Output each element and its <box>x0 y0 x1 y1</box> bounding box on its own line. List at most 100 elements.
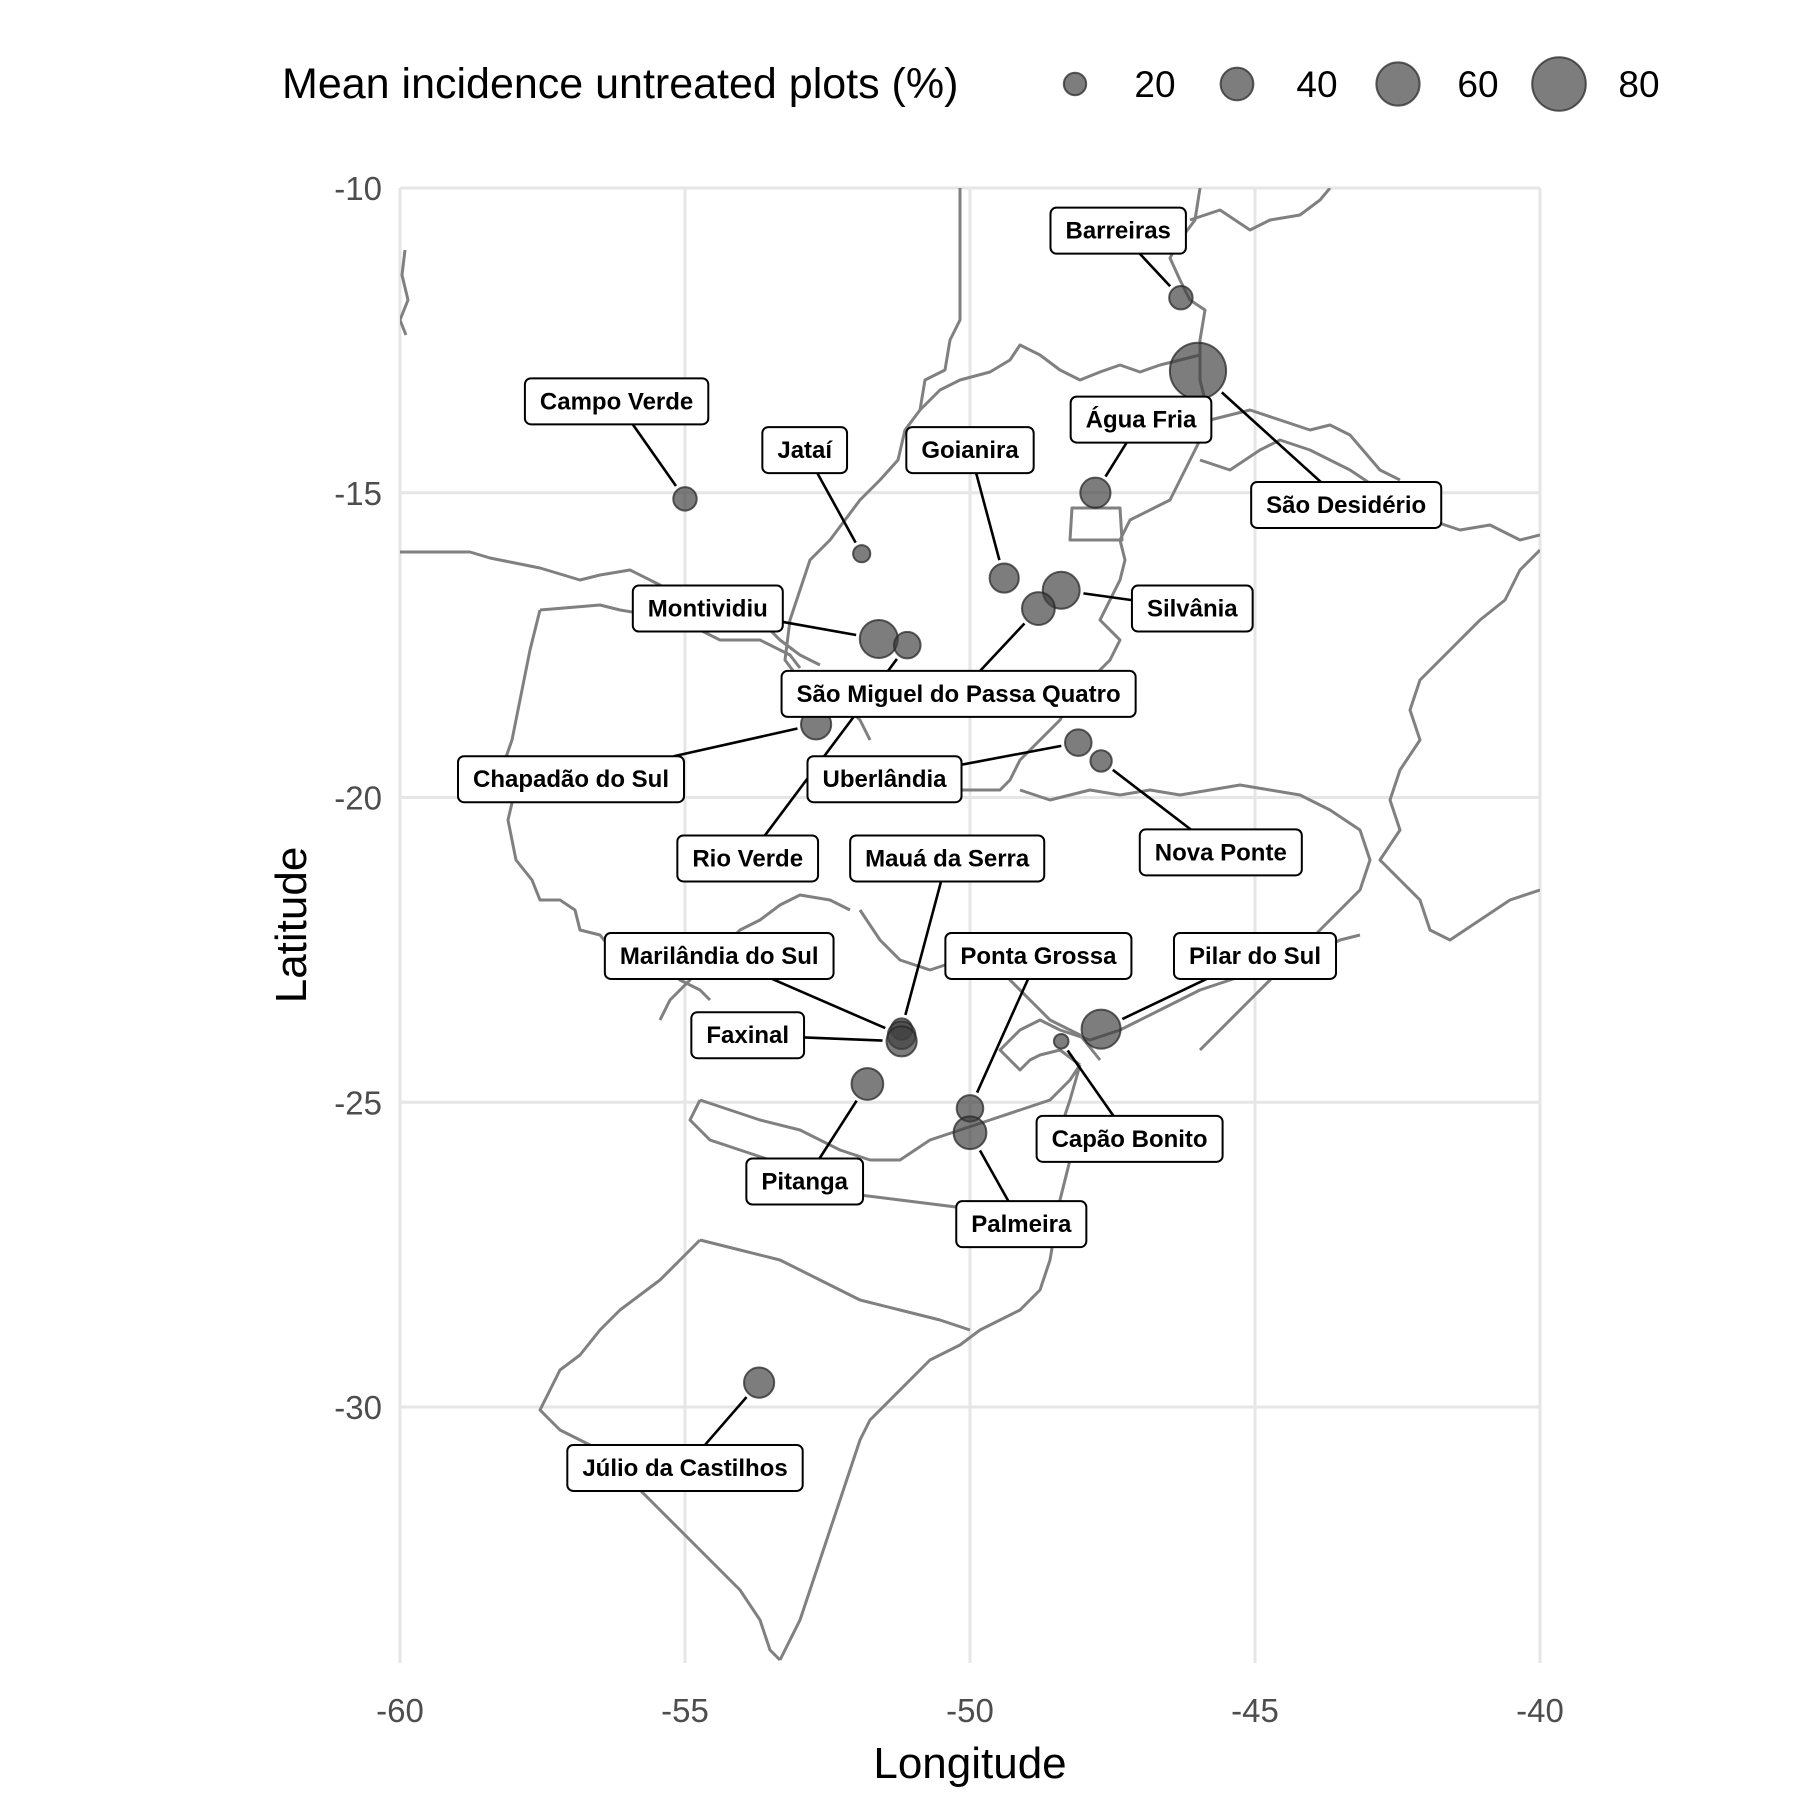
label-box <box>806 755 963 804</box>
label-box <box>849 834 1046 883</box>
border-es <box>1378 548 1540 942</box>
location-label: Silvânia <box>1083 584 1254 633</box>
location-point <box>1079 476 1112 509</box>
location-point <box>952 1115 988 1151</box>
location-name: Capão Bonito <box>1052 1126 1208 1153</box>
location-name: Rio Verde <box>692 845 803 872</box>
border-ba-se <box>1209 408 1401 482</box>
location-point <box>672 486 698 512</box>
location-label: São Miguel do Passa Quatro <box>780 622 1137 718</box>
location-label: Pitanga <box>745 1099 865 1206</box>
location-point <box>893 630 922 660</box>
label-box <box>905 426 1035 475</box>
leader-line <box>771 977 886 1030</box>
y-tick-label: -20 <box>334 780 382 817</box>
location-label: Água Fria <box>1069 395 1213 478</box>
border-sc-coast <box>778 1064 1082 1661</box>
legend-key-label: 20 <box>1134 64 1175 105</box>
location-label: Uberlândia <box>806 744 1062 804</box>
location-point <box>1021 591 1056 626</box>
location-label: Campo Verde <box>523 377 710 487</box>
legend-key-label: 80 <box>1618 64 1659 105</box>
location-point <box>850 1067 885 1101</box>
leader-line <box>816 472 857 544</box>
location-point <box>1168 284 1194 311</box>
y-tick-label: -10 <box>334 170 382 207</box>
location-labels: Barreiras São Desidério Água Fria Campo Ver… <box>456 206 1443 1492</box>
location-point <box>743 1366 776 1399</box>
location-name: Nova Ponte <box>1155 839 1287 866</box>
location-name: Água Fria <box>1086 406 1197 434</box>
location-name: Palmeira <box>971 1211 1072 1238</box>
label-box <box>780 669 1137 718</box>
leader-line <box>1220 391 1322 483</box>
label-box <box>1172 931 1338 980</box>
location-name: Jataí <box>777 437 833 464</box>
x-tick-label: -50 <box>946 1692 994 1729</box>
legend-key-circle <box>1375 61 1421 107</box>
leader-line <box>782 620 857 637</box>
x-tick-label: -55 <box>661 1692 709 1729</box>
leader-line <box>1121 977 1208 1021</box>
leader-line <box>1066 1049 1115 1117</box>
label-box <box>456 755 686 804</box>
location-label: São Desidério <box>1220 391 1443 529</box>
leader-line <box>631 423 678 487</box>
leader-line <box>978 1149 1010 1202</box>
border-rs-north <box>699 1238 971 1332</box>
location-label: Jataí <box>761 426 857 544</box>
location-point <box>1080 1008 1122 1050</box>
location-label: Montividiu <box>631 584 857 637</box>
label-box <box>761 426 849 475</box>
legend: Mean incidence untreated plots (%) 20 40 6… <box>282 56 1660 112</box>
leader-line <box>1138 252 1172 288</box>
label-box <box>603 931 835 980</box>
legend-keys: 20 40 60 80 <box>1062 56 1660 112</box>
y-tick-label: -25 <box>334 1084 382 1121</box>
legend-key-circle <box>1219 66 1255 102</box>
location-name: Marilândia do Sul <box>620 943 819 970</box>
leader-line <box>673 727 798 758</box>
location-name: São Desidério <box>1266 492 1426 519</box>
location-label: Marilândia do Sul <box>603 931 886 1030</box>
location-point <box>1168 341 1228 400</box>
location-name: Chapadão do Sul <box>473 766 669 793</box>
border-mg-south <box>1019 783 1372 1052</box>
location-name: Goianira <box>921 437 1019 464</box>
label-box <box>690 1011 806 1060</box>
x-tick-label: -40 <box>1516 1692 1564 1729</box>
leader-line <box>1083 592 1133 602</box>
border-ms-south <box>658 893 851 1021</box>
location-label: Júlio da Castilhos <box>566 1396 804 1492</box>
location-label: Ponta Grossa <box>944 931 1133 1094</box>
legend-title: Mean incidence untreated plots (%) <box>282 60 958 108</box>
label-box <box>1138 828 1303 877</box>
location-name: Mauá da Serra <box>865 845 1030 872</box>
label-box <box>676 834 820 883</box>
location-point <box>885 1025 918 1058</box>
location-label: Nova Ponte <box>1111 768 1303 877</box>
leader-line <box>979 622 1026 672</box>
location-label: Barreiras <box>1049 206 1187 288</box>
legend-key-circle <box>1531 56 1587 112</box>
leader-line <box>818 1099 858 1160</box>
location-points <box>672 284 1228 1399</box>
location-label: Chapadão do Sul <box>456 727 798 804</box>
label-box <box>1250 480 1443 529</box>
location-name: Montividiu <box>648 596 768 623</box>
label-box <box>1069 395 1213 444</box>
location-point <box>852 544 872 564</box>
label-box <box>944 931 1133 980</box>
border-ba-north <box>1189 188 1332 232</box>
location-name: Pitanga <box>761 1168 848 1195</box>
leader-line <box>961 744 1062 766</box>
plot-area: -60 -55 -50 -45 -40 -10 -15 -20 -25 -30 Barreiras… <box>334 170 1564 1729</box>
leader-line <box>1104 441 1128 478</box>
location-point <box>1089 749 1113 773</box>
border-mg-east <box>1199 438 1540 542</box>
border-pa-edge <box>400 249 410 336</box>
label-box <box>566 1443 804 1492</box>
leader-line <box>1111 768 1192 831</box>
location-point <box>988 562 1020 594</box>
